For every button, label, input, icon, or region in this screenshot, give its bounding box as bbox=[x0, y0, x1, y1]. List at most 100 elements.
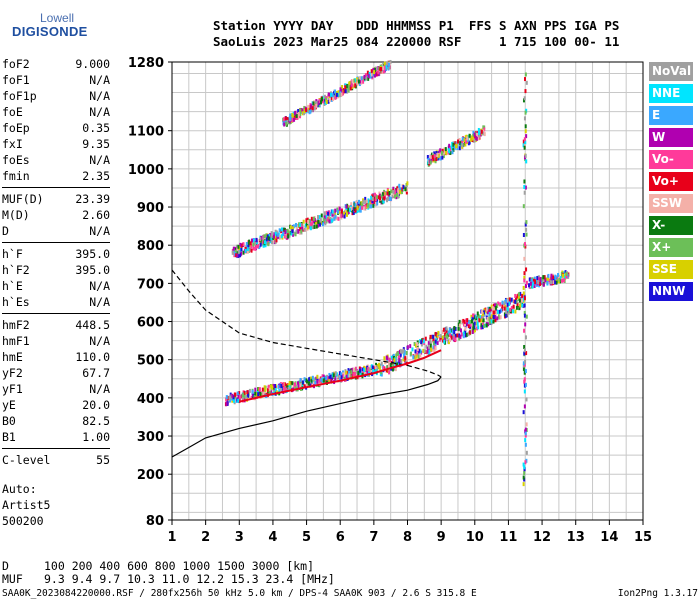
scatter-point bbox=[245, 394, 248, 399]
scatter-point bbox=[362, 367, 365, 372]
param-value: 395.0 bbox=[75, 263, 110, 277]
param-label: fxI bbox=[2, 137, 23, 151]
scatter-point bbox=[284, 230, 287, 235]
param-row: C-level 55 bbox=[2, 452, 110, 468]
scatter-point bbox=[474, 135, 477, 140]
scatter-point bbox=[482, 315, 485, 320]
scatter-point bbox=[356, 205, 359, 210]
scatter-point bbox=[234, 398, 237, 403]
scatter-point bbox=[456, 333, 459, 338]
scatter-point bbox=[458, 336, 461, 341]
scatter-point bbox=[359, 370, 362, 375]
scatter-point bbox=[342, 376, 345, 381]
scatter-point bbox=[462, 334, 465, 339]
scatter-point bbox=[236, 247, 239, 252]
scatter-point bbox=[352, 210, 355, 215]
scatter-point bbox=[250, 244, 253, 249]
param-value: 9.35 bbox=[82, 137, 110, 151]
scatter-point bbox=[431, 347, 434, 352]
scatter-point bbox=[445, 150, 448, 155]
scatter-point bbox=[393, 366, 396, 371]
scatter-point bbox=[517, 292, 520, 297]
scatter-point bbox=[459, 334, 462, 339]
scatter-point bbox=[439, 148, 442, 153]
scatter-point bbox=[399, 187, 402, 192]
scatter-point bbox=[373, 67, 376, 72]
scatter-point bbox=[400, 349, 403, 354]
scatter-point bbox=[366, 70, 369, 75]
scatter-point bbox=[343, 214, 346, 219]
scatter-point bbox=[481, 322, 484, 327]
scatter-point bbox=[423, 349, 426, 354]
scatter-point bbox=[496, 304, 499, 309]
scatter-point bbox=[496, 309, 499, 314]
scatter-point bbox=[371, 199, 374, 204]
scatter-point bbox=[294, 110, 297, 115]
scatter-point bbox=[380, 361, 383, 366]
scatter-point bbox=[467, 324, 470, 329]
scatter-point bbox=[498, 309, 501, 314]
scatter-point bbox=[331, 372, 334, 377]
scatter-point bbox=[372, 368, 375, 373]
scatter-point bbox=[555, 280, 558, 285]
scatter-point bbox=[349, 208, 352, 213]
scatter-point bbox=[554, 275, 557, 280]
scatter-point bbox=[543, 275, 546, 280]
scatter-point bbox=[501, 300, 504, 305]
scatter-point bbox=[345, 204, 348, 209]
scatter-point bbox=[360, 76, 363, 81]
scatter-point bbox=[354, 83, 357, 88]
scatter-point bbox=[453, 336, 456, 341]
scatter-point bbox=[382, 365, 385, 370]
scatter-point bbox=[324, 100, 327, 105]
scatter-point bbox=[350, 202, 353, 207]
scatter-point bbox=[363, 206, 366, 211]
scatter-point bbox=[326, 94, 329, 99]
scatter-point bbox=[523, 242, 526, 247]
scatter-point bbox=[419, 349, 422, 354]
scatter-point bbox=[336, 207, 339, 212]
scatter-point bbox=[347, 210, 350, 215]
scatter-point bbox=[300, 229, 303, 234]
param-value: 1.00 bbox=[82, 430, 110, 444]
scatter-point bbox=[289, 116, 292, 121]
scatter-point bbox=[557, 272, 560, 277]
scatter-point bbox=[250, 238, 253, 243]
scatter-point bbox=[370, 72, 373, 77]
scatter-point bbox=[378, 193, 381, 198]
scatter-point bbox=[226, 401, 229, 406]
param-value: N/A bbox=[89, 73, 110, 87]
scatter-point bbox=[355, 369, 358, 374]
scatter-point bbox=[525, 314, 528, 319]
scatter-point bbox=[534, 279, 537, 284]
scatter-point bbox=[508, 297, 511, 302]
scatter-point bbox=[416, 352, 419, 357]
scatter-point bbox=[250, 248, 253, 253]
scatter-point bbox=[246, 390, 249, 395]
scatter-point bbox=[370, 197, 373, 202]
scatter-point bbox=[472, 322, 475, 327]
scatter-point bbox=[523, 303, 526, 308]
scatter-point bbox=[392, 189, 395, 194]
scatter-point bbox=[334, 95, 337, 100]
scatter-point bbox=[406, 345, 409, 350]
scatter-point bbox=[318, 102, 321, 107]
scatter-point bbox=[506, 307, 509, 312]
scatter-point bbox=[435, 157, 438, 162]
scatter-point bbox=[523, 404, 526, 409]
scatter-point bbox=[343, 89, 346, 94]
legend-item: X- bbox=[649, 216, 693, 235]
scatter-point bbox=[454, 326, 457, 331]
scatter-point bbox=[506, 302, 509, 307]
scatter-point bbox=[367, 198, 370, 203]
scatter-point bbox=[260, 239, 263, 244]
scatter-point bbox=[396, 193, 399, 198]
scatter-point bbox=[366, 369, 369, 374]
scatter-point bbox=[244, 248, 247, 253]
scatter-point bbox=[443, 150, 446, 155]
x-tick-label: 10 bbox=[466, 530, 484, 545]
scatter-point bbox=[371, 365, 374, 370]
scatter-point bbox=[543, 279, 546, 284]
scatter-point bbox=[461, 143, 464, 148]
scatter-point bbox=[274, 236, 277, 241]
